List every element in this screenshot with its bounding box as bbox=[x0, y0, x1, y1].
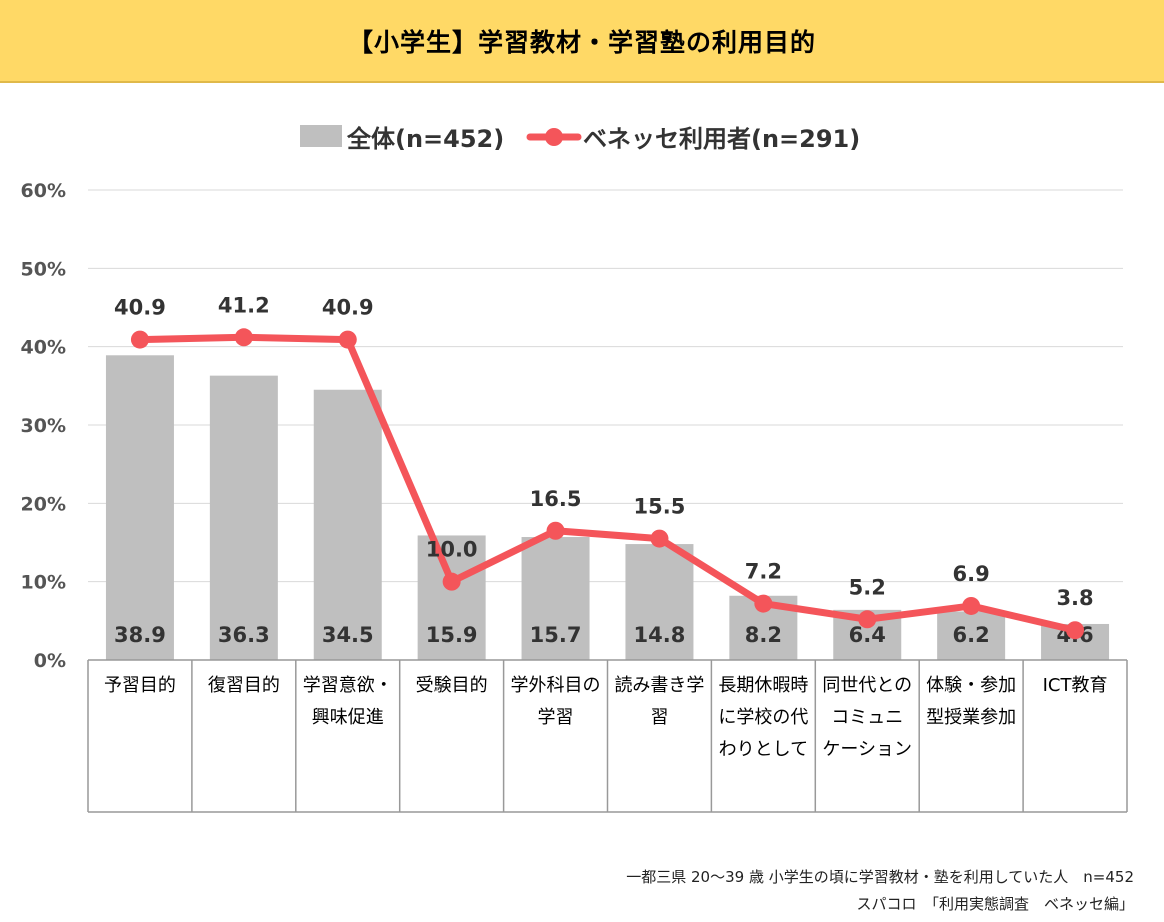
line-point bbox=[130, 330, 149, 349]
y-tick-label: 0% bbox=[34, 650, 66, 672]
bar bbox=[625, 544, 694, 660]
bar bbox=[521, 537, 590, 660]
line-value-label: 41.2 bbox=[218, 293, 270, 317]
category-label: 興味促進 bbox=[312, 707, 384, 728]
line-value-label: 16.5 bbox=[530, 487, 582, 511]
bar-value-label: 34.5 bbox=[322, 623, 374, 647]
line-point bbox=[754, 594, 773, 613]
category-label: 型授業参加 bbox=[926, 707, 1016, 728]
category-label: わりとして bbox=[719, 739, 808, 760]
line-value-label: 10.0 bbox=[426, 538, 478, 562]
line-point bbox=[442, 572, 461, 591]
category-label: ケーション bbox=[822, 739, 912, 760]
y-tick-label: 40% bbox=[21, 337, 66, 359]
title-banner: 【小学生】学習教材・学習塾の利用目的 bbox=[0, 0, 1164, 83]
line-point bbox=[546, 521, 565, 540]
line-value-label: 40.9 bbox=[114, 296, 166, 320]
bar-value-label: 15.9 bbox=[426, 623, 478, 647]
bar bbox=[417, 535, 486, 660]
bar-value-label: 36.3 bbox=[218, 623, 270, 647]
legend-label-line: ベネッセ利用者(n=291) bbox=[583, 125, 860, 153]
y-tick-label: 60% bbox=[21, 180, 66, 202]
category-label: コミュニ bbox=[831, 707, 903, 728]
y-tick-label: 30% bbox=[21, 415, 66, 437]
line-point bbox=[650, 529, 669, 548]
line-value-label: 15.5 bbox=[634, 495, 686, 519]
category-label: ICT教育 bbox=[1043, 675, 1108, 696]
category-label: 同世代との bbox=[822, 675, 912, 696]
bar-value-label: 14.8 bbox=[634, 623, 686, 647]
bar bbox=[937, 611, 1006, 660]
category-label: 学外科目の bbox=[511, 675, 601, 696]
y-tick-label: 10% bbox=[21, 572, 66, 594]
legend-swatch-point bbox=[545, 128, 563, 146]
line-value-label: 40.9 bbox=[322, 296, 374, 320]
line-point bbox=[858, 610, 877, 629]
category-label: 受験目的 bbox=[416, 675, 488, 696]
bar bbox=[209, 375, 278, 660]
bar-value-label: 8.2 bbox=[745, 623, 782, 647]
category-label: 復習目的 bbox=[208, 675, 280, 696]
chart-title: 【小学生】学習教材・学習塾の利用目的 bbox=[347, 27, 816, 57]
category-label: 学習意欲・ bbox=[303, 675, 393, 696]
footnote-sample: 一都三県 20～39 歳 小学生の頃に学習教材・塾を利用していた人 n=452 bbox=[626, 868, 1134, 886]
category-label: 習 bbox=[650, 707, 668, 728]
category-label: 読み書き学 bbox=[614, 675, 704, 696]
line-value-label: 5.2 bbox=[849, 575, 886, 599]
line-value-label: 6.9 bbox=[953, 562, 990, 586]
bar bbox=[105, 355, 174, 660]
legend-label-bar: 全体(n=452) bbox=[346, 125, 504, 153]
footnote-source: スパコロ 「利用実態調査 ベネッセ編」 bbox=[856, 895, 1134, 913]
y-tick-label: 50% bbox=[21, 258, 66, 280]
legend-swatch-bar bbox=[300, 125, 342, 147]
line-value-label: 7.2 bbox=[745, 560, 782, 584]
category-label: 体験・参加 bbox=[926, 675, 1016, 696]
category-label: 学習 bbox=[538, 707, 574, 728]
bar bbox=[313, 389, 382, 660]
line-value-label: 3.8 bbox=[1056, 586, 1093, 610]
line-point bbox=[1066, 621, 1085, 640]
category-label: 予習目的 bbox=[104, 675, 176, 696]
line-point bbox=[962, 596, 981, 615]
category-label: に学校の代 bbox=[718, 707, 808, 728]
y-tick-label: 20% bbox=[21, 493, 66, 515]
line-point bbox=[338, 330, 357, 349]
bar-value-label: 6.2 bbox=[953, 623, 990, 647]
chart-svg: 0% 10% 20% 30% 40% 50% 60% 予習目的 復習目的 学習意欲・興味促進 受験目… bbox=[21, 125, 1128, 813]
line-point bbox=[234, 328, 253, 347]
bar-value-label: 15.7 bbox=[530, 623, 582, 647]
bar-value-label: 38.9 bbox=[114, 623, 166, 647]
series-line bbox=[136, 333, 1079, 634]
category-label: 長期休暇時 bbox=[718, 675, 808, 696]
